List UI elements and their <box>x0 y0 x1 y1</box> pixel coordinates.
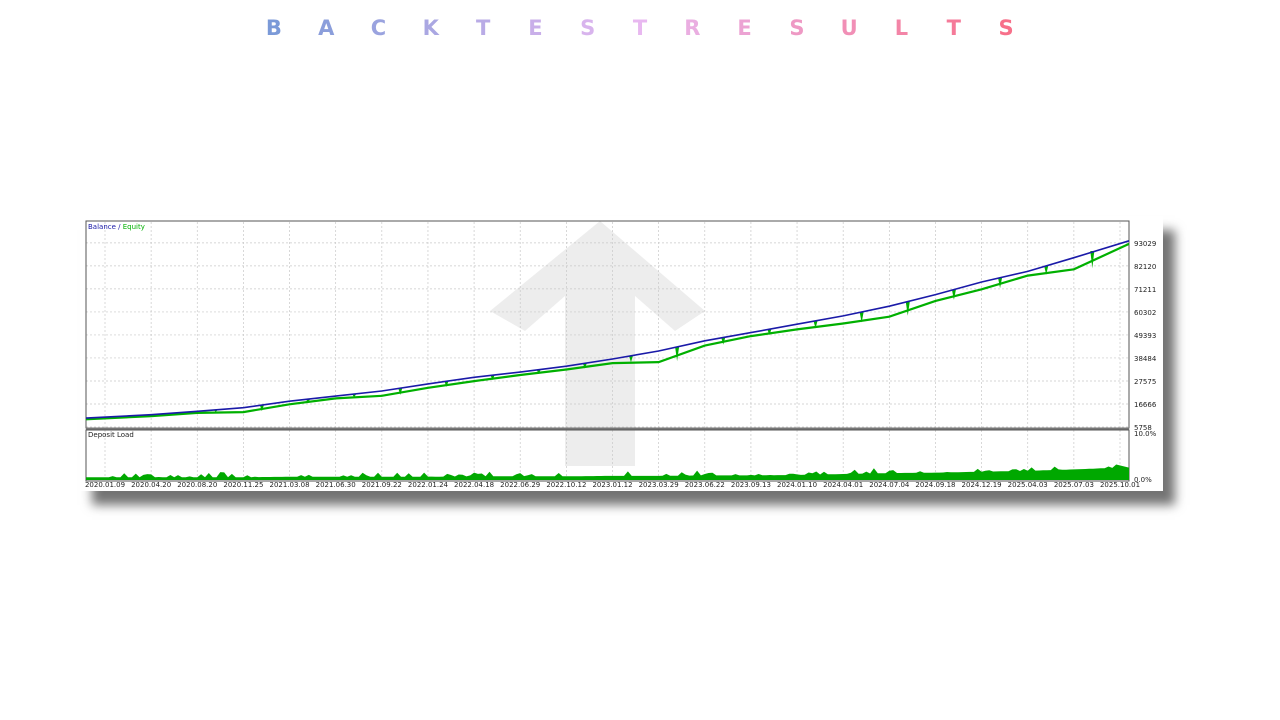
x-tick-label: 2023.03.29 <box>639 481 679 489</box>
x-tick-label: 2023.06.22 <box>685 481 725 489</box>
x-tick-label: 2023.09.13 <box>731 481 771 489</box>
x-tick-label: 2024.12.19 <box>962 481 1002 489</box>
backtest-chart: YOFOREX 93029 82120 71211 60302 49393 38484 27… <box>80 216 1163 542</box>
x-tick-label: 2025.10.01 <box>1100 481 1140 489</box>
y-tick-label: 60302 <box>1134 309 1156 317</box>
y-tick-label: 93029 <box>1134 240 1156 248</box>
title-letter: R <box>684 16 701 40</box>
y-tick-label: 49393 <box>1134 332 1156 340</box>
x-axis: 2020.01.09 2020.04.20 2020.08.20 2020.11.25… <box>85 481 1140 489</box>
legend-separator: / <box>116 223 123 231</box>
y-tick-label: 38484 <box>1134 355 1157 363</box>
title-letter: S <box>789 16 805 40</box>
title-letter: B <box>265 16 282 40</box>
title-letter: S <box>998 16 1014 40</box>
title-letter: S <box>580 16 596 40</box>
y-axis: 93029 82120 71211 60302 49393 38484 27575 16666… <box>1134 240 1157 484</box>
x-tick-label: 2024.09.18 <box>915 481 955 489</box>
equity-drawdown-mark <box>905 301 910 316</box>
y-tick-label: 5758 <box>1134 424 1152 432</box>
deposit-y-tick-label: 0.0% <box>1134 476 1152 484</box>
equity-drawdown-mark <box>859 312 864 323</box>
title-letter: U <box>840 16 858 40</box>
title-letter: T <box>946 16 961 40</box>
title-letter: T <box>632 16 648 40</box>
x-tick-label: 2022.04.18 <box>454 481 494 489</box>
x-tick-label: 2022.10.12 <box>546 481 586 489</box>
legend-equity: Equity <box>123 223 145 231</box>
deposit-load-series <box>86 464 1129 480</box>
deposit-y-tick-label: 10.0% <box>1134 430 1157 438</box>
equity-line <box>85 242 1130 421</box>
x-tick-label: 2020.08.20 <box>177 481 217 489</box>
x-tick-label: 2021.09.22 <box>362 481 402 489</box>
equity-drawdown-mark <box>1044 265 1049 275</box>
equity-drawdown-mark <box>628 355 633 363</box>
y-tick-label: 71211 <box>1134 286 1156 294</box>
x-tick-label: 2025.07.03 <box>1054 481 1094 489</box>
x-tick-label: 2022.01.24 <box>408 481 449 489</box>
y-tick-label: 16666 <box>1134 401 1157 409</box>
equity-drawdown-mark <box>675 346 680 362</box>
y-tick-label: 27575 <box>1134 378 1156 386</box>
balance-equity-series <box>85 240 1130 421</box>
balance-line <box>85 240 1130 419</box>
y-tick-label: 82120 <box>1134 263 1156 271</box>
title-letter: C <box>370 16 387 40</box>
x-tick-label: 2024.01.10 <box>777 481 817 489</box>
equity-drawdown-mark <box>951 289 956 300</box>
x-tick-label: 2024.04.01 <box>823 481 863 489</box>
title-letter: A <box>318 16 335 40</box>
x-tick-label: 2020.11.25 <box>223 481 263 489</box>
deposit-plot-border <box>85 429 1130 482</box>
legend-balance: Balance <box>88 223 116 231</box>
title-letter: T <box>475 16 491 40</box>
title-letter: L <box>894 16 909 40</box>
x-tick-label: 2021.06.30 <box>316 481 356 489</box>
deposit-load-label: Deposit Load <box>88 431 134 439</box>
title-letter: E <box>737 16 752 40</box>
title-letter: K <box>422 16 439 40</box>
equity-drawdown-mark <box>813 320 818 329</box>
deposit-load-area <box>86 464 1129 480</box>
grid <box>86 222 1129 480</box>
x-tick-label: 2022.06.29 <box>500 481 540 489</box>
x-tick-label: 2024.07.04 <box>869 481 910 489</box>
x-tick-label: 2025.04.03 <box>1008 481 1048 489</box>
x-tick-label: 2023.01.12 <box>592 481 632 489</box>
x-tick-label: 2020.04.20 <box>131 481 171 489</box>
watermark-logo: YOFOREX <box>490 221 783 542</box>
legend: Balance / Equity <box>88 223 145 231</box>
equity-drawdown-mark <box>767 329 772 336</box>
title-letter: E <box>528 16 543 40</box>
x-tick-label: 2020.01.09 <box>85 481 125 489</box>
chart-svg: YOFOREX 93029 82120 71211 60302 49393 38484 27… <box>85 220 1157 542</box>
x-tick-label: 2021.03.08 <box>269 481 309 489</box>
